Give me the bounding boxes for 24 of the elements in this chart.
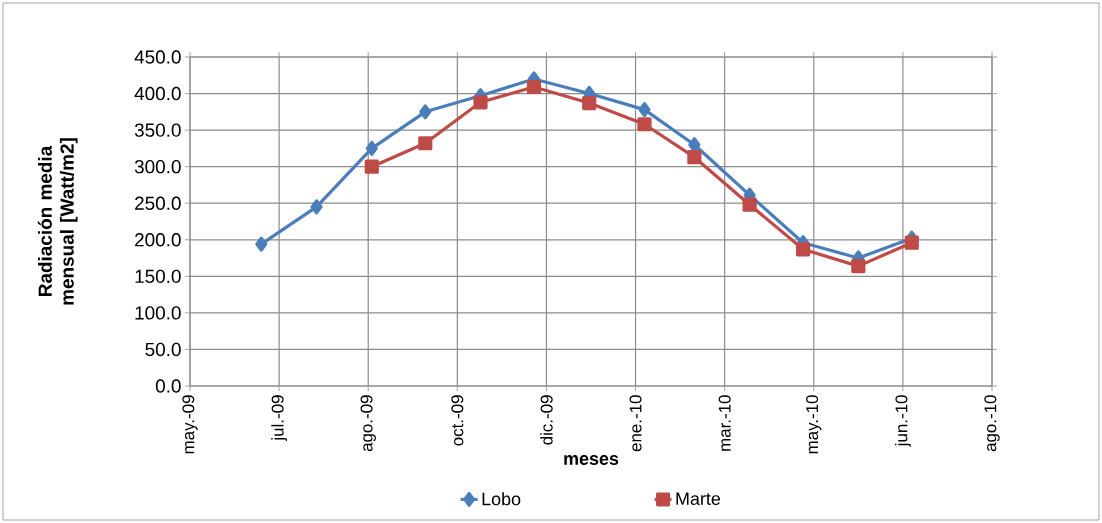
y-tick-label: 100.0 xyxy=(135,306,181,320)
x-tick-label: oct.-09 xyxy=(451,395,464,446)
x-axis-title: meses xyxy=(564,455,619,465)
y-tick-label: 400.0 xyxy=(134,86,181,101)
y-tick-label: 200.0 xyxy=(135,233,181,247)
legend-label: Marte xyxy=(676,492,721,506)
legend-label: Lobo xyxy=(482,492,521,506)
x-tick-label: mar.-10 xyxy=(718,395,731,451)
x-tick-label: dic.-09 xyxy=(540,395,553,445)
y-tick-label: 450.0 xyxy=(134,50,181,64)
x-tick-label: ene.-10 xyxy=(629,395,642,452)
y-axis-title: Radiación media mensual [Watt/m2] xyxy=(37,138,78,305)
y-tick-label: 250.0 xyxy=(135,196,181,210)
y-tick-label: 350.0 xyxy=(134,123,181,137)
y-tick-label: 150.0 xyxy=(135,269,181,284)
y-tick-label: 50.0 xyxy=(145,342,181,357)
x-tick-label: may.-10 xyxy=(806,395,822,454)
y-tick-label: 0.0 xyxy=(155,379,181,393)
x-tick-label: ago.-09 xyxy=(360,395,376,452)
y-tick-label: 300.0 xyxy=(134,159,181,174)
x-tick-label: ago.-10 xyxy=(984,395,1000,452)
x-tick-label: jul.-09 xyxy=(271,395,288,442)
x-tick-label: may.-09 xyxy=(182,395,198,454)
x-tick-label: jun.-10 xyxy=(895,395,911,447)
